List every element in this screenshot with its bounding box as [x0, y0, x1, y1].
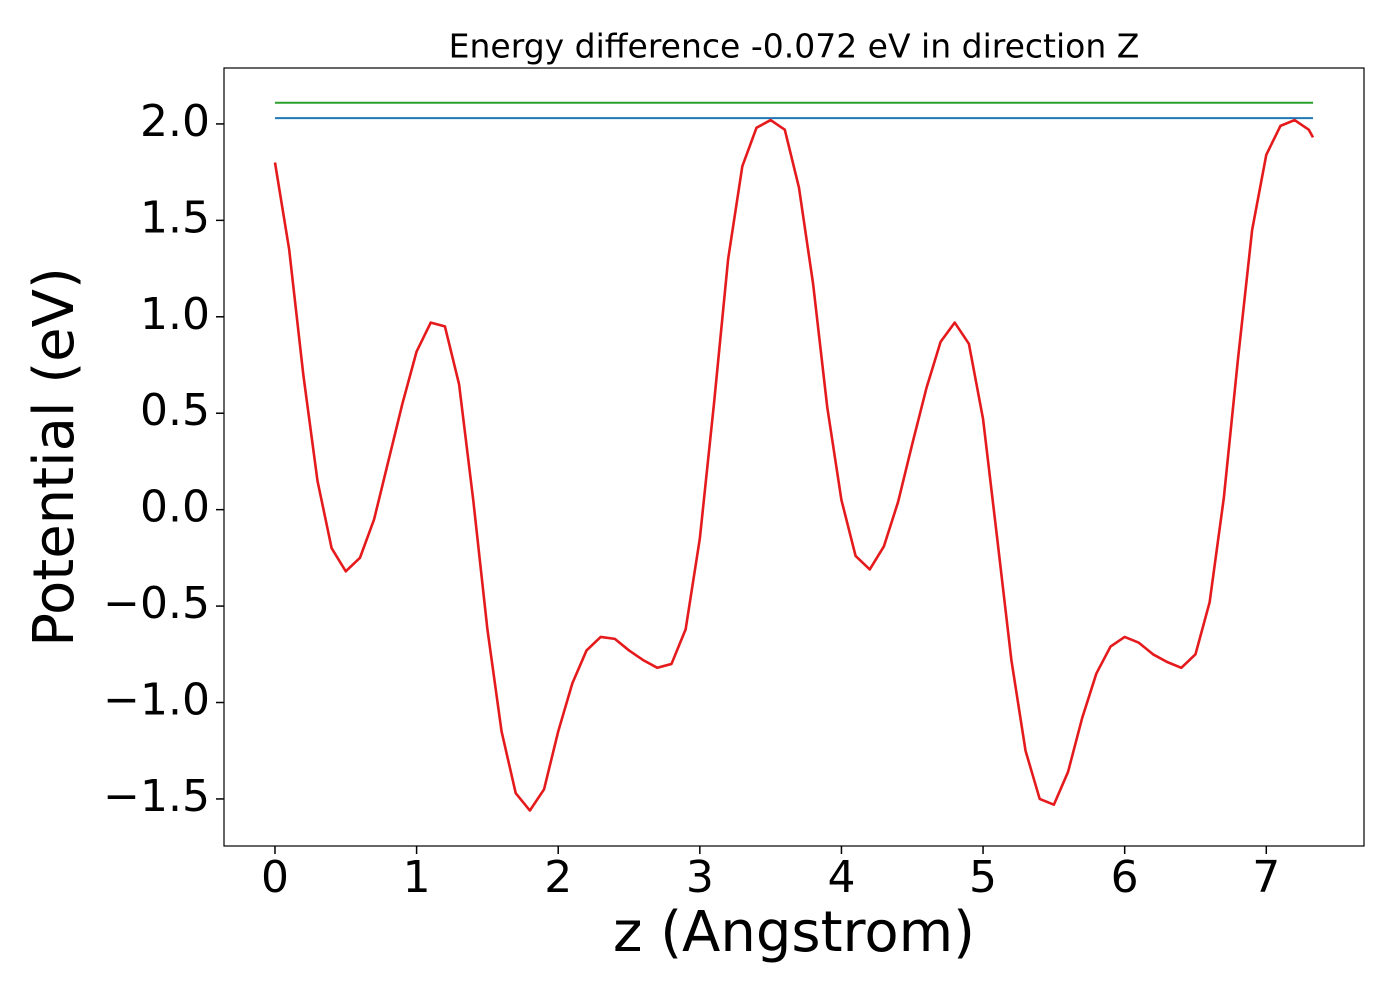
y-tick-label: 0.0 — [140, 482, 210, 533]
series-line — [273, 118, 1315, 812]
x-tick-label: 7 — [1252, 852, 1280, 903]
x-tick-label: 0 — [261, 852, 289, 903]
y-tick-label: 1.5 — [140, 192, 210, 243]
x-tick-label: 4 — [827, 852, 855, 903]
y-tick-label: 0.5 — [140, 385, 210, 436]
x-tick-label: 6 — [1111, 852, 1139, 903]
y-axis-label: Potential (eV) — [22, 267, 87, 647]
y-tick-label: 2.0 — [140, 96, 210, 147]
y-tick-label: −0.5 — [103, 578, 210, 629]
plot-frame — [223, 67, 1365, 847]
x-tick-label: 2 — [544, 852, 572, 903]
y-tick-label: −1.5 — [103, 771, 210, 822]
chart-title: Energy difference -0.072 eV in direction… — [449, 27, 1140, 66]
x-axis-label: z (Angstrom) — [613, 900, 975, 965]
x-tick-label: 1 — [403, 852, 431, 903]
y-tick-label: −1.0 — [103, 675, 210, 726]
x-tick-label: 5 — [969, 852, 997, 903]
y-tick-label: 1.0 — [140, 289, 210, 340]
x-tick-label: 3 — [686, 852, 714, 903]
